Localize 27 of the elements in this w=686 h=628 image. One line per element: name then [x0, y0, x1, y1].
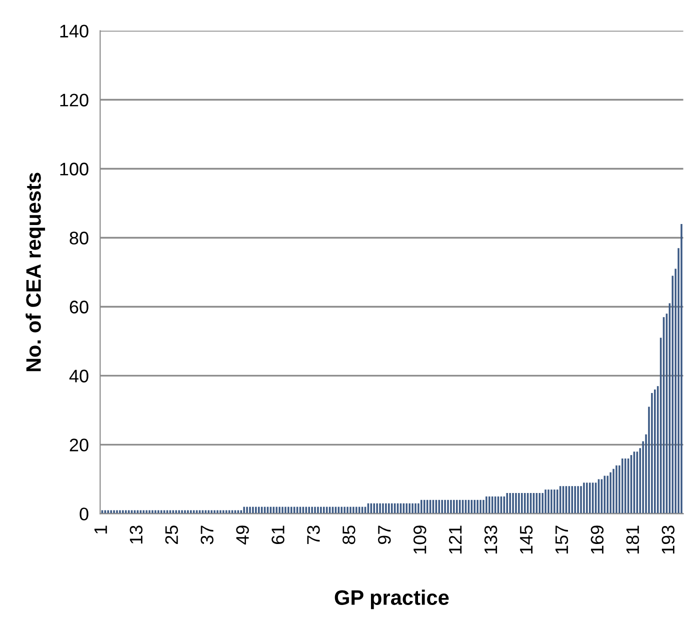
x-tick-label: 133 [484, 526, 498, 554]
x-tick-label: 25 [165, 526, 178, 544]
x-tick-label: 37 [200, 526, 214, 544]
x-tick-label: 181 [626, 526, 640, 554]
y-tick-label: 40 [69, 370, 88, 382]
x-tick-label: 157 [556, 526, 568, 554]
x-axis-title: GP practice [334, 590, 449, 610]
x-tick-label: 169 [590, 526, 604, 554]
x-tick-label: 61 [272, 526, 284, 544]
y-tick-label: 80 [70, 232, 88, 244]
y-tick-label: 20 [70, 438, 88, 452]
x-tick-label: 1 [94, 526, 107, 534]
y-tick-label: 140 [60, 24, 88, 38]
x-tick-label: 145 [520, 526, 533, 554]
x-tick-label: 73 [307, 526, 320, 544]
x-tick-label: 193 [662, 526, 675, 554]
x-tick-label: 109 [413, 526, 426, 554]
x-tick-label: 97 [378, 526, 391, 544]
x-tick-label: 13 [130, 526, 143, 544]
y-tick-label: 0 [80, 508, 88, 520]
y-tick-label: 120 [60, 94, 88, 106]
y-tick-label: 60 [70, 300, 88, 314]
x-tick-label: 121 [448, 526, 462, 554]
x-tick-label: 49 [236, 526, 249, 544]
y-tick-label: 100 [60, 162, 88, 176]
y-axis-title: No. of CEA requests [26, 172, 46, 372]
x-tick-label: 85 [342, 526, 356, 544]
